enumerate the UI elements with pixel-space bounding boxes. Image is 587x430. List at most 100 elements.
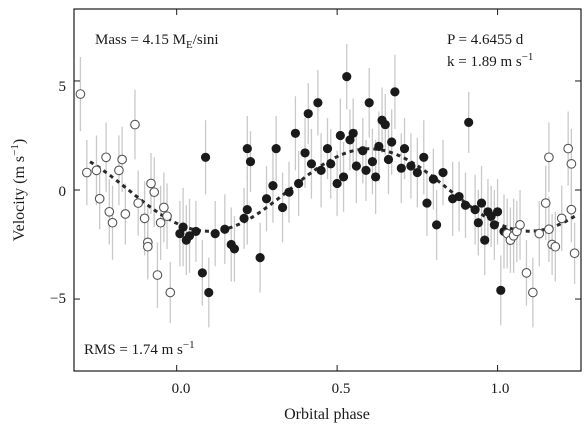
data-point-filled-19	[271, 143, 281, 154]
y-tick-label-5: 5	[59, 79, 67, 95]
data-point-open-35	[556, 213, 567, 224]
data-point-filled-64	[476, 198, 487, 208]
data-point-filled-9	[220, 224, 230, 234]
data-point-filled-40	[364, 98, 374, 108]
data-point-filled-5	[197, 268, 207, 278]
data-point-open-29	[534, 228, 545, 239]
data-point-filled-69	[492, 207, 503, 217]
x-tick-label-0: 0.0	[172, 381, 191, 397]
x-axis-label: Orbital phase	[284, 406, 370, 423]
data-point-filled-50	[399, 143, 410, 154]
data-point-filled-29	[322, 143, 333, 154]
data-points	[75, 72, 580, 298]
data-point-open-34	[550, 241, 561, 252]
data-point-filled-59	[454, 191, 464, 202]
data-point-filled-55	[428, 174, 438, 184]
data-point-filled-6	[200, 152, 211, 162]
data-point-open-8	[117, 154, 127, 165]
data-point-open-7	[114, 165, 124, 176]
data-point-open-38	[566, 204, 577, 215]
data-point-open-20	[162, 211, 172, 222]
data-point-open-32	[544, 224, 554, 235]
data-point-filled-56	[432, 220, 442, 230]
data-point-filled-18	[268, 181, 278, 191]
data-point-filled-57	[438, 167, 448, 178]
data-point-open-19	[158, 202, 169, 213]
data-point-open-37	[566, 158, 577, 169]
data-point-open-36	[563, 143, 574, 154]
data-point-filled-49	[396, 163, 406, 173]
data-point-filled-31	[332, 178, 342, 189]
data-point-filled-41	[367, 157, 378, 167]
data-point-filled-15	[245, 157, 256, 167]
data-point-open-14	[142, 241, 153, 252]
data-point-filled-36	[348, 128, 358, 138]
period-annotation: P = 4.6455 d	[447, 32, 524, 48]
data-point-filled-61	[464, 117, 474, 127]
data-point-open-0	[75, 89, 86, 99]
data-point-open-39	[569, 248, 580, 259]
data-point-open-26	[515, 220, 525, 230]
data-point-open-31	[544, 152, 554, 163]
data-point-filled-4	[191, 226, 201, 237]
data-point-filled-46	[383, 154, 394, 165]
y-tick-label-0: 0	[59, 184, 67, 200]
data-point-open-1	[81, 167, 92, 178]
data-point-filled-62	[470, 205, 480, 215]
k-sup: −1	[522, 51, 534, 63]
data-point-filled-32	[335, 130, 345, 141]
data-point-open-21	[165, 287, 176, 298]
data-point-filled-24	[300, 148, 310, 158]
data-point-filled-43	[374, 141, 384, 151]
mass-annotation: Mass = 4.15 ME/sini	[95, 32, 219, 51]
data-point-filled-42	[371, 172, 381, 182]
data-point-open-18	[155, 217, 166, 228]
data-point-filled-51	[406, 161, 416, 171]
data-point-filled-52	[412, 167, 422, 178]
data-point-filled-30	[326, 159, 336, 169]
data-point-open-9	[120, 209, 131, 219]
data-point-filled-39	[361, 165, 371, 175]
data-point-filled-65	[480, 235, 490, 245]
data-point-open-6	[107, 217, 118, 228]
data-point-open-2	[91, 165, 102, 176]
data-point-filled-27	[313, 98, 323, 108]
y-axis-label-main: Velocity (m s	[11, 156, 28, 241]
data-point-open-3	[94, 193, 105, 204]
data-point-filled-26	[306, 159, 317, 169]
data-point-open-30	[540, 198, 551, 208]
mass-prefix: Mass = 4.15 M	[95, 32, 186, 48]
y-axis-label-sup: −1	[9, 144, 21, 156]
data-point-filled-70	[496, 285, 506, 295]
data-point-filled-12	[239, 213, 249, 223]
data-point-filled-25	[303, 109, 313, 119]
x-tick-label-2: 1.0	[491, 381, 510, 397]
data-point-open-27	[521, 268, 532, 278]
x-tick-label-1: 0.5	[332, 381, 351, 397]
data-point-filled-11	[229, 244, 240, 254]
data-point-filled-14	[242, 143, 252, 154]
data-point-open-11	[133, 198, 144, 208]
data-point-open-5	[104, 206, 115, 217]
data-point-filled-16	[255, 253, 265, 263]
data-point-filled-34	[342, 72, 352, 82]
mass-suffix: /sini	[193, 32, 219, 48]
data-point-filled-54	[422, 198, 432, 208]
data-point-open-16	[149, 187, 160, 198]
data-point-filled-48	[390, 87, 400, 97]
y-tick-label-neg5: −5	[50, 291, 66, 307]
data-point-filled-60	[460, 200, 471, 210]
rms-main: RMS = 1.74 m s	[84, 342, 183, 358]
data-point-filled-33	[338, 172, 349, 182]
axis-ticks	[74, 9, 581, 371]
mass-sub: E	[186, 39, 193, 51]
data-point-filled-7	[204, 287, 214, 298]
data-point-filled-13	[242, 205, 252, 215]
data-point-filled-47	[387, 137, 397, 147]
data-point-filled-1	[178, 222, 188, 232]
data-point-filled-67	[486, 211, 496, 221]
data-point-filled-8	[210, 229, 220, 239]
data-point-open-28	[528, 287, 538, 298]
data-point-filled-28	[316, 165, 326, 175]
